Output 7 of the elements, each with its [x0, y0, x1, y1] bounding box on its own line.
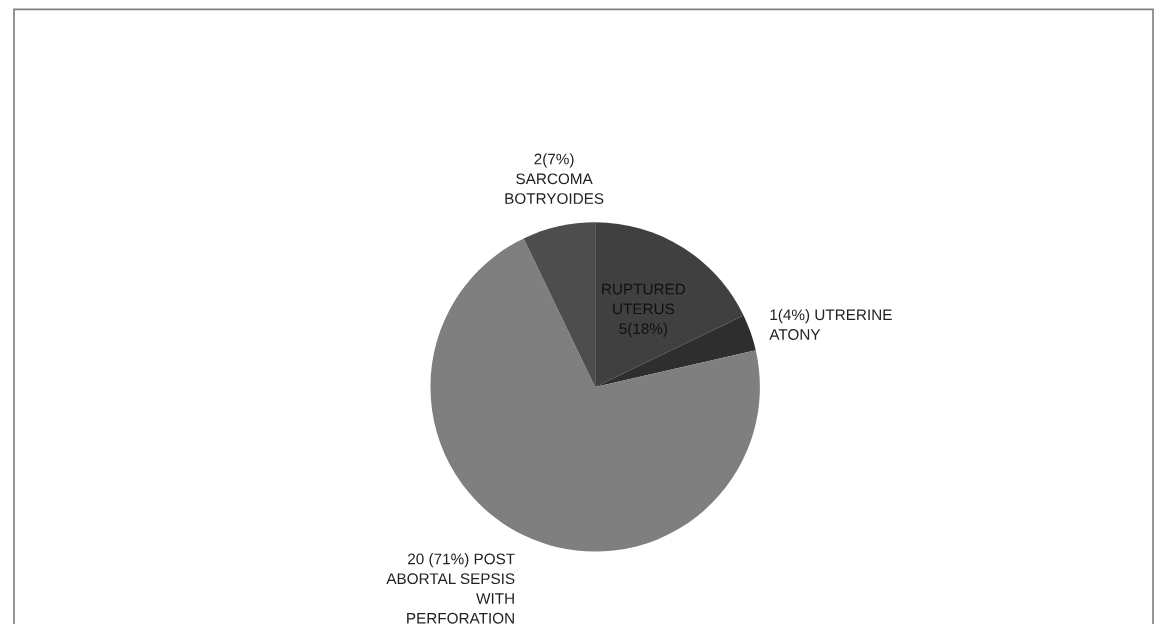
slice-label: 1(4%) UTRERINE ATONY — [769, 308, 892, 340]
pie-slice — [430, 238, 760, 552]
slice-label: 20 (71%) POST ABORTAL SEPSIS WITH PERFORATION — [386, 553, 515, 624]
slice-label: 2(7%) SARCOMA BOTRYOIDES — [505, 153, 604, 204]
pie-slice — [595, 315, 756, 387]
pie-slice — [595, 222, 744, 387]
pie-slice — [523, 222, 596, 387]
